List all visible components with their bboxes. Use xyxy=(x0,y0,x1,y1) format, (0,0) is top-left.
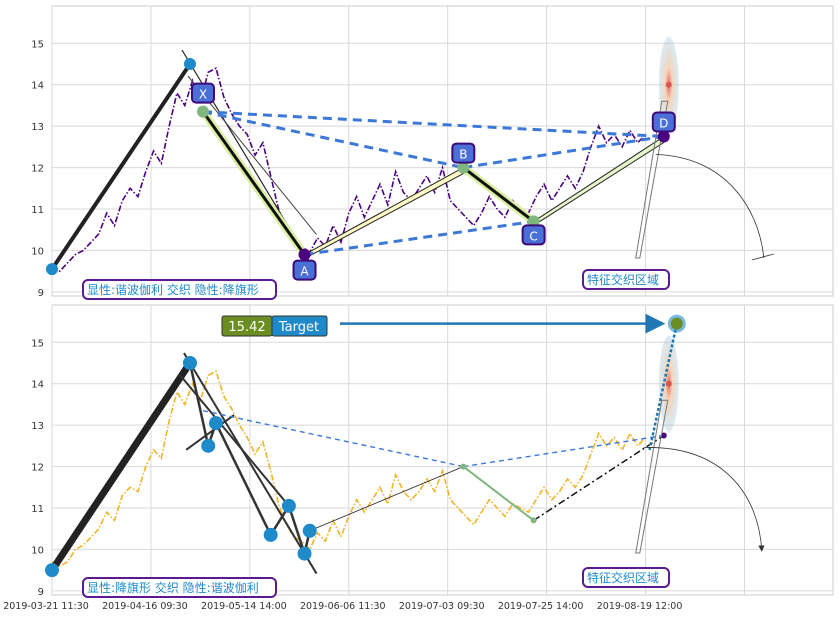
y-tick-label: 11 xyxy=(31,504,44,515)
y-tick-label: 10 xyxy=(31,246,44,257)
x-tick-label: 2019-07-25 14:00 xyxy=(498,601,584,612)
wave-point-marker xyxy=(201,438,216,453)
zone-annotation: 特征交织区域 xyxy=(587,272,659,287)
zigzag-leg xyxy=(287,505,306,554)
price-series-line xyxy=(51,370,647,567)
pattern-point-label: X xyxy=(199,88,207,102)
y-tick-label: 10 xyxy=(31,545,44,556)
channel-line xyxy=(183,352,318,575)
pattern-annotation: 显性:降旗形 交织 隐性:谐波伽利 xyxy=(87,580,259,595)
x-tick-label: 2019-03-21 11:30 xyxy=(3,601,89,612)
y-tick-label: 12 xyxy=(31,463,44,474)
projection-arrow xyxy=(635,399,669,554)
zigzag-leg xyxy=(214,422,272,536)
pattern-label-box xyxy=(651,111,676,133)
bd-dashed-line xyxy=(463,135,665,170)
cd-leg xyxy=(533,434,665,522)
swing-point-marker xyxy=(46,263,58,276)
pattern-label-box xyxy=(190,82,215,104)
pattern-label-box xyxy=(292,259,317,281)
bottom-panel: 9 10 11 12 13 14 15 15.42 Target 显性:降旗形 交织 隐性:谐波伽… xyxy=(3,304,834,612)
y-tick-label: 13 xyxy=(31,122,44,133)
y-tick-label: 14 xyxy=(31,81,44,92)
pattern-annotation: 显性:谐波伽利 交织 隐性:降旗形 xyxy=(87,282,259,297)
swing-point-marker xyxy=(183,58,196,70)
d-point-marker xyxy=(660,432,667,439)
x-tick-label: 2019-08-19 12:00 xyxy=(597,601,683,612)
pattern-label-box xyxy=(521,224,546,246)
wave-point-marker xyxy=(209,416,224,431)
projection-arrow xyxy=(635,100,669,259)
pattern-point-label: D xyxy=(659,117,668,131)
bc-leg xyxy=(462,166,535,223)
y-tick-label: 13 xyxy=(31,421,44,432)
pattern-point-label: C xyxy=(529,229,537,243)
y-tick-label: 9 xyxy=(38,288,44,299)
projection-curve xyxy=(655,154,765,259)
wave-point-marker xyxy=(302,523,317,538)
xd-dashed-line xyxy=(202,110,664,138)
channel-line xyxy=(179,374,290,507)
wave-point-marker xyxy=(281,498,296,513)
y-tick-label: 9 xyxy=(38,587,44,598)
zigzag-leg xyxy=(188,362,210,447)
wave-point-marker xyxy=(263,527,278,542)
pattern-label-box xyxy=(451,142,476,164)
x-tick-label: 2019-05-14 14:00 xyxy=(201,601,287,612)
bd-dashed-line xyxy=(463,434,664,468)
c-point-marker xyxy=(530,517,537,524)
pattern-annotation-box xyxy=(82,279,277,300)
target-value: 15.42 xyxy=(228,320,265,335)
target-projection-line xyxy=(648,323,679,451)
y-tick-label: 15 xyxy=(31,338,44,349)
bc-leg xyxy=(462,465,535,522)
impulse-leg xyxy=(49,361,193,573)
wave-point-marker xyxy=(45,563,59,578)
d-point-marker xyxy=(657,130,670,143)
b-point-marker xyxy=(460,463,467,470)
top-panel: 9 10 11 12 13 14 15 X A B C D 显性:谐波伽利 交织 隐性:降旗形 特征交织区… xyxy=(31,5,834,300)
wave-point-marker xyxy=(297,546,312,561)
prz-target-dot xyxy=(665,81,672,88)
zone-annotation-box xyxy=(582,567,670,588)
y-tick-label: 11 xyxy=(31,205,44,216)
b-point-marker xyxy=(457,161,470,174)
x-tick-label: 2019-04-16 09:30 xyxy=(102,601,188,612)
y-tick-label: 15 xyxy=(31,39,44,50)
plot-frame xyxy=(51,5,834,297)
target-label-box xyxy=(271,315,328,337)
zone-annotation: 特征交织区域 xyxy=(587,570,659,585)
y-tick-label: 12 xyxy=(31,164,44,175)
a-point-marker xyxy=(298,248,311,261)
x-tick-label: 2019-07-03 09:30 xyxy=(399,601,485,612)
xa-leg xyxy=(201,110,306,256)
pattern-point-label: A xyxy=(300,265,309,279)
x-point-marker xyxy=(196,105,209,118)
impulse-leg xyxy=(50,62,192,271)
target-marker xyxy=(670,317,683,330)
pattern-point-label: B xyxy=(459,148,467,162)
ac-dashed-line xyxy=(304,219,534,257)
zone-annotation-box xyxy=(582,269,670,290)
channel-line xyxy=(185,414,235,451)
x-tick-label: 2019-06-06 11:30 xyxy=(300,601,386,612)
y-tick-label: 14 xyxy=(31,380,44,391)
ab-leg xyxy=(309,466,464,532)
prz-target-dot xyxy=(665,380,672,387)
price-series-line xyxy=(51,66,647,273)
projection-tick xyxy=(751,253,774,261)
wave-point-marker xyxy=(182,356,197,370)
pattern-annotation-box xyxy=(82,577,277,598)
plot-frame xyxy=(51,304,834,596)
target-label: Target xyxy=(278,320,319,335)
projection-curve xyxy=(643,447,765,552)
